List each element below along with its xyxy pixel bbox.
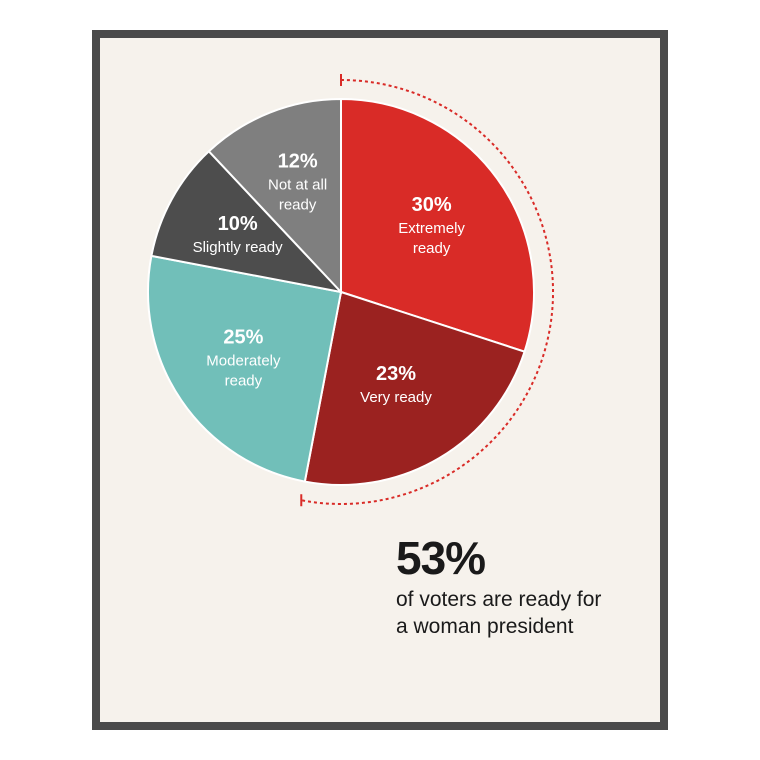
slice-label-moderately-ready-line-2: ready [225, 372, 263, 389]
slice-percent-slightly-ready: 10% [218, 213, 258, 235]
slice-label-slightly-ready-line-1: Slightly ready [193, 239, 284, 256]
slice-percent-not-at-all-ready: 12% [278, 150, 318, 172]
slice-label-very-ready-line-1: Very ready [360, 389, 432, 406]
slice-percent-extremely-ready: 30% [412, 194, 452, 216]
slice-percent-very-ready: 23% [376, 363, 416, 385]
slice-percent-moderately-ready: 25% [223, 326, 263, 348]
slice-label-moderately-ready-line-1: Moderately [206, 352, 281, 369]
summary-value: 53% [396, 530, 656, 586]
summary-text: of voters are ready for a woman presiden… [396, 586, 616, 640]
summary-callout: 53% of voters are ready for a woman pres… [396, 530, 656, 640]
slice-label-extremely-ready-line-2: ready [413, 240, 451, 257]
slice-label-not-at-all-ready-line-2: ready [279, 196, 317, 213]
slice-label-not-at-all-ready-line-1: Not at all [268, 176, 327, 193]
slice-label-extremely-ready-line-1: Extremely [398, 220, 465, 237]
